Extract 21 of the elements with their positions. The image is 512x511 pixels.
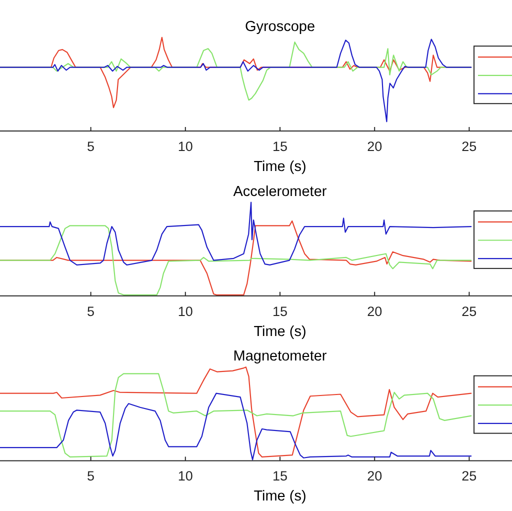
x-tick-label: 20	[367, 468, 382, 484]
chart-title: Gyroscope	[244, 19, 316, 35]
x-tick-label: 25	[462, 139, 477, 154]
x-tick-label: 20	[367, 304, 382, 319]
chart-title: Accelerometer	[233, 184, 327, 200]
x-axis-title: Time (s)	[254, 324, 306, 340]
chart-title: Magnetometer	[233, 348, 327, 365]
x-tick-label: 15	[272, 468, 288, 484]
x-tick-label: 15	[272, 304, 288, 319]
x-tick-label: 10	[178, 468, 193, 484]
x-tick-label: 5	[87, 468, 95, 484]
x-tick-label: 15	[272, 139, 288, 154]
x-tick-label: 25	[462, 304, 477, 319]
x-tick-label: 25	[462, 468, 477, 484]
x-tick-label: 10	[178, 139, 193, 154]
x-axis-title: Time (s)	[254, 488, 306, 505]
x-tick-label: 5	[87, 304, 95, 319]
x-tick-label: 10	[178, 304, 193, 319]
x-tick-label: 5	[87, 139, 95, 154]
x-tick-label: 20	[367, 139, 382, 154]
x-axis-title: Time (s)	[254, 159, 306, 175]
